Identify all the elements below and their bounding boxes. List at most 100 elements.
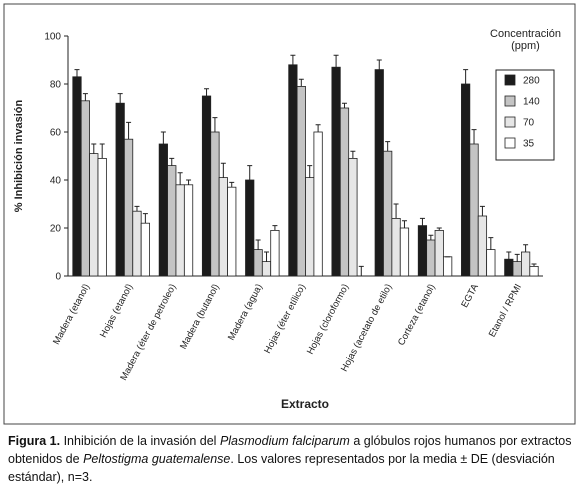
error-bar [436,227,442,231]
error-bar [401,220,407,228]
y-tick-label: 60 [50,128,62,139]
bar [443,256,453,277]
bar [140,222,150,277]
bar [417,225,428,277]
bar [115,102,125,277]
bar [512,261,522,277]
bar [486,249,496,277]
bar [331,66,341,277]
error-bar [126,121,132,140]
bar [97,157,107,277]
error-bar [393,203,399,219]
error-bar [479,205,485,216]
bar [521,251,531,277]
error-bar [160,131,166,144]
error-bar [99,143,105,159]
error-bar [255,239,261,250]
legend-swatch [504,116,516,128]
caption-text: a glóbulos rojos humanos por extractos o… [8,434,572,466]
error-bar [506,251,512,260]
bar [270,229,280,277]
bar [477,215,488,277]
error-bar [134,205,140,212]
bar [504,258,514,277]
error-bar [350,150,356,159]
caption-label: Figura 1. [8,434,61,448]
bar [426,239,436,277]
bar [529,265,539,277]
caption-species: Peltostigma guatemalense [83,452,231,466]
bar [123,138,134,277]
chart: % Inhibición invasión Extracto Concentra… [3,3,576,425]
bar [253,249,263,277]
bar [391,217,401,277]
bar [374,69,384,277]
bar [80,100,90,277]
x-tick-label: Etanol / RPMI [487,282,524,339]
bar [175,184,185,277]
error-bar [220,162,226,178]
error-bar [142,213,148,224]
bar [469,143,479,277]
bar [305,177,315,277]
error-bar [315,124,321,132]
error-bar [514,253,520,262]
error-bar [307,165,313,178]
bar [201,95,212,277]
error-bar [272,225,278,231]
error-bar [419,217,425,226]
caption: Figura 1. Inhibición de la invasión del … [8,432,574,486]
error-bar [290,54,296,65]
bar [313,131,323,277]
x-tick-label: Madera (butanol) [178,282,222,351]
x-tick-label: Hojas (éter etílico) [262,282,308,355]
caption-text: . Los valores representados por la media… [8,452,555,484]
legend-swatch [504,74,516,86]
error-bar [358,265,364,276]
error-bar [471,129,477,144]
caption-text: Inhibición de la invasión del [63,434,220,448]
x-tick-label: Madera (agua) [226,282,265,342]
error-bar [531,263,537,267]
error-bar [91,143,97,154]
bar [218,177,228,277]
error-bar [428,234,434,240]
legend-label: 280 [523,76,540,87]
bar [89,153,99,277]
x-tick-label: Hojas (acetato de etilo) [339,282,395,373]
bar [461,83,471,277]
error-bar [82,93,88,101]
bar [132,210,142,277]
bar [183,184,194,277]
bar [348,157,358,277]
error-bar [488,237,494,250]
x-tick-label: Corteza (etanol) [396,282,438,347]
bar [167,165,177,277]
legend-swatch [504,137,516,149]
legend-title-box: Concentración (ppm) [490,28,561,52]
error-bar [463,69,469,84]
y-tick-label: 0 [55,272,61,283]
y-tick-label: 100 [44,32,61,43]
y-tick-label: 20 [50,224,62,235]
error-bar [298,78,304,87]
bar [158,143,168,277]
error-bar [177,172,183,185]
bar [72,76,82,277]
frame [3,3,576,425]
bar [339,107,350,277]
bar [261,261,272,277]
error-bar [229,181,235,188]
error-bar [186,179,192,185]
error-bar [74,69,80,77]
x-tick-label: Hojas (etanol) [98,282,135,339]
bar [245,179,255,277]
legend-swatch [504,95,516,107]
error-bar [247,165,253,180]
error-bar [204,88,210,96]
bar [383,150,393,277]
caption-species: Plasmodium falciparum [219,434,350,448]
x-axis-label: Extracto [281,397,329,411]
error-bar [385,141,391,152]
